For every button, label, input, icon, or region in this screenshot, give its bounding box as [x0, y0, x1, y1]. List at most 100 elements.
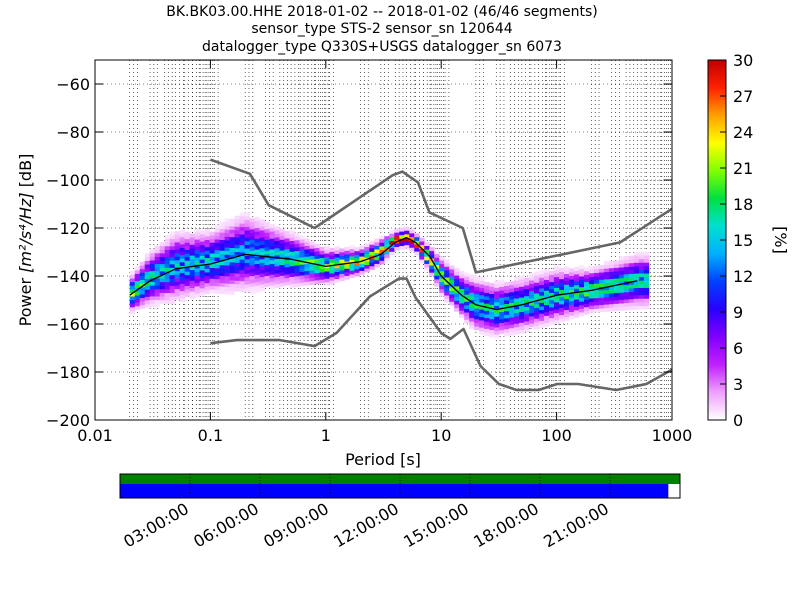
heatmap-cell — [179, 236, 186, 241]
heatmap-cell — [434, 257, 440, 262]
heatmap-cell — [164, 238, 171, 243]
heatmap-cell — [274, 265, 280, 270]
heatmap-cell — [304, 256, 310, 261]
heatmap-cell — [563, 295, 570, 300]
heatmap-cell — [174, 285, 181, 290]
heatmap-cell — [179, 283, 186, 288]
heatmap-cell — [588, 305, 595, 310]
heatmap-cell — [563, 313, 570, 318]
heatmap-cell — [134, 266, 141, 271]
heatmap-cell — [499, 290, 505, 295]
ppsd-heatmap — [129, 212, 650, 339]
heatmap-cell — [583, 278, 590, 283]
heatmap-cell — [489, 308, 495, 313]
heatmap-cell — [459, 313, 465, 318]
heatmap-cell — [628, 306, 635, 310]
heatmap-cell — [334, 271, 340, 276]
heatmap-cell — [214, 271, 220, 276]
heatmap-cell — [234, 287, 240, 292]
heatmap-cell — [219, 250, 225, 255]
heatmap-cell — [189, 237, 196, 242]
heatmap-cell — [598, 293, 605, 298]
heatmap-cell — [224, 290, 230, 295]
heatmap-cell — [354, 261, 360, 266]
heatmap-cell — [229, 280, 235, 284]
heatmap-cell — [549, 292, 555, 297]
heatmap-cell — [279, 271, 285, 276]
heatmap-cell — [324, 256, 330, 261]
heatmap-cell — [494, 319, 500, 324]
heatmap-cell — [454, 278, 460, 283]
heatmap-cell — [344, 268, 350, 273]
heatmap-cell — [573, 277, 580, 282]
heatmap-cell — [474, 286, 480, 291]
heatmap-cell — [469, 274, 475, 279]
heatmap-cell — [194, 282, 201, 287]
y-axis-label: Power [m²/s⁴/Hz] [dB] — [16, 154, 35, 327]
heatmap-cell — [324, 278, 330, 283]
heatmap-cell — [239, 223, 245, 228]
heatmap-cell — [194, 260, 201, 265]
heatmap-cell — [613, 307, 620, 312]
heatmap-cell — [169, 246, 176, 250]
heatmap-cell — [249, 239, 255, 244]
heatmap-cell — [269, 267, 275, 272]
heatmap-cell — [399, 242, 405, 246]
heatmap-cell — [479, 330, 485, 335]
heatmap-cell — [598, 275, 605, 280]
heatmap-cell — [454, 304, 460, 309]
heatmap-cell — [603, 282, 610, 287]
heatmap-cell — [578, 294, 585, 299]
heatmap-cell — [244, 230, 250, 235]
heatmap-cell — [139, 261, 146, 266]
heatmap-cell — [494, 280, 500, 285]
heatmap-cell — [239, 255, 245, 260]
heatmap-cell — [299, 264, 305, 269]
heatmap-cell — [539, 306, 545, 311]
heatmap-cell — [259, 258, 265, 263]
heatmap-cell — [633, 294, 640, 299]
heatmap-cell — [149, 256, 156, 261]
heatmap-cell — [514, 283, 520, 288]
heatmap-cell — [144, 282, 151, 287]
heatmap-cell — [224, 279, 230, 284]
heatmap-cell — [563, 277, 570, 282]
colorbar-tick-label: 21 — [733, 159, 753, 178]
colorbar-tick-label: 0 — [733, 411, 743, 430]
heatmap-cell — [568, 300, 575, 305]
heatmap-cell — [539, 302, 545, 307]
heatmap-cell — [259, 230, 265, 235]
heatmap-cell — [414, 233, 420, 238]
heatmap-cell — [464, 305, 470, 309]
heatmap-cell — [603, 279, 610, 283]
heatmap-cell — [129, 285, 136, 290]
heatmap-cell — [613, 285, 620, 290]
heatmap-cell — [618, 270, 625, 275]
heatmap-cell — [608, 278, 615, 283]
heatmap-cell — [174, 245, 181, 250]
heatmap-cell — [284, 241, 290, 246]
heatmap-cell — [424, 245, 430, 250]
heatmap-cell — [524, 281, 530, 286]
heatmap-cell — [504, 332, 510, 337]
heatmap-cell — [229, 290, 235, 295]
heatmap-cell — [459, 285, 465, 290]
heatmap-cell — [174, 274, 181, 279]
heatmap-cell — [354, 247, 360, 252]
heatmap-cell — [598, 272, 605, 277]
heatmap-cell — [289, 240, 295, 245]
heatmap-cell — [199, 284, 206, 289]
heatmap-cell — [534, 311, 540, 316]
heatmap-cell — [164, 242, 171, 247]
heatmap-cell — [234, 276, 240, 281]
heatmap-cell — [144, 253, 151, 258]
heatmap-cell — [189, 294, 196, 299]
heatmap-cell — [638, 273, 645, 278]
heatmap-cell — [618, 256, 625, 261]
heatmap-cell — [239, 266, 245, 271]
x-tick-label: 0.01 — [77, 426, 113, 445]
heatmap-cell — [519, 282, 525, 287]
heatmap-cell — [129, 307, 136, 311]
heatmap-cell — [643, 284, 650, 288]
heatmap-cell — [249, 254, 255, 259]
